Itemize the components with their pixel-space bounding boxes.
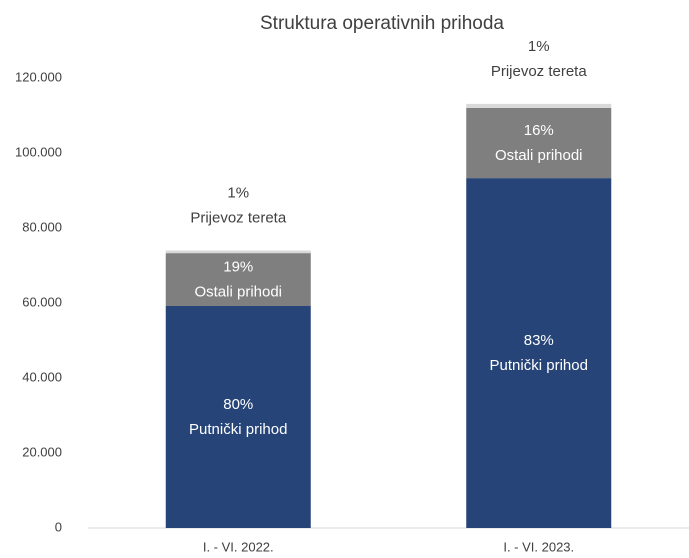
data-label: 16%	[524, 122, 554, 139]
data-label: 1%	[227, 184, 249, 201]
y-tick-label: 20.000	[22, 444, 62, 459]
y-tick-label: 40.000	[22, 369, 62, 384]
y-tick-label: 80.000	[22, 219, 62, 234]
data-label-name: Putnički prihod	[189, 421, 287, 438]
y-tick-label: 120.000	[15, 69, 62, 84]
y-tick-label: 100.000	[15, 144, 62, 159]
data-label: 80%	[223, 396, 253, 413]
data-label-name: Putnički prihod	[490, 357, 588, 374]
data-label-name: Ostali prihodi	[495, 147, 583, 164]
y-tick-label: 60.000	[22, 294, 62, 309]
bar-segment	[165, 250, 311, 254]
data-label-name: Prijevoz tereta	[190, 209, 287, 226]
bar-segment	[165, 253, 311, 306]
data-label-name: Ostali prihodi	[194, 284, 282, 301]
data-label: 19%	[223, 259, 253, 276]
data-label: 83%	[524, 332, 554, 349]
bar-segment	[466, 178, 612, 528]
bar-segment	[165, 306, 311, 528]
bar-segment	[466, 108, 612, 179]
x-tick-label: I. - VI. 2022.	[203, 539, 274, 554]
data-label: 1%	[528, 38, 550, 55]
x-tick-label: I. - VI. 2023.	[503, 539, 574, 554]
chart-title: Struktura operativnih prihoda	[260, 13, 504, 34]
y-tick-label: 0	[55, 519, 62, 534]
data-label-name: Prijevoz tereta	[491, 63, 588, 80]
bar-segment	[466, 103, 612, 108]
